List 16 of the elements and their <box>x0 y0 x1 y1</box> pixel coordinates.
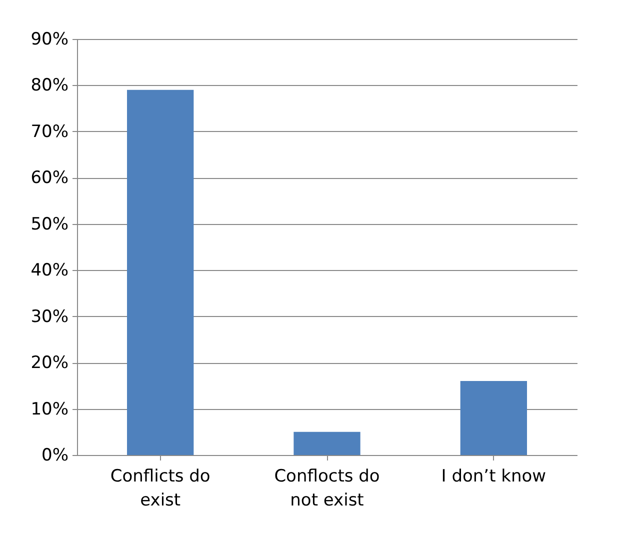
y-tick-label: 20% <box>30 353 68 374</box>
bar <box>460 381 527 455</box>
y-tick-label: 10% <box>30 399 68 420</box>
bar <box>294 432 360 455</box>
bar <box>127 90 194 455</box>
y-tick-label: 60% <box>30 168 68 188</box>
y-tick-label: 30% <box>30 306 68 327</box>
y-tick-label: 0% <box>42 446 68 466</box>
y-tick-label: 90% <box>30 30 68 50</box>
y-tick-label: 50% <box>30 214 68 234</box>
y-tick-label: 70% <box>30 122 68 142</box>
x-tick-label: Conflocts do not exist <box>274 466 380 510</box>
y-tick-label: 40% <box>30 260 68 281</box>
y-tick-label: 80% <box>30 76 68 96</box>
x-tick-label: Conflicts do exist <box>110 466 210 510</box>
x-tick-label: I don’t know <box>441 466 546 486</box>
